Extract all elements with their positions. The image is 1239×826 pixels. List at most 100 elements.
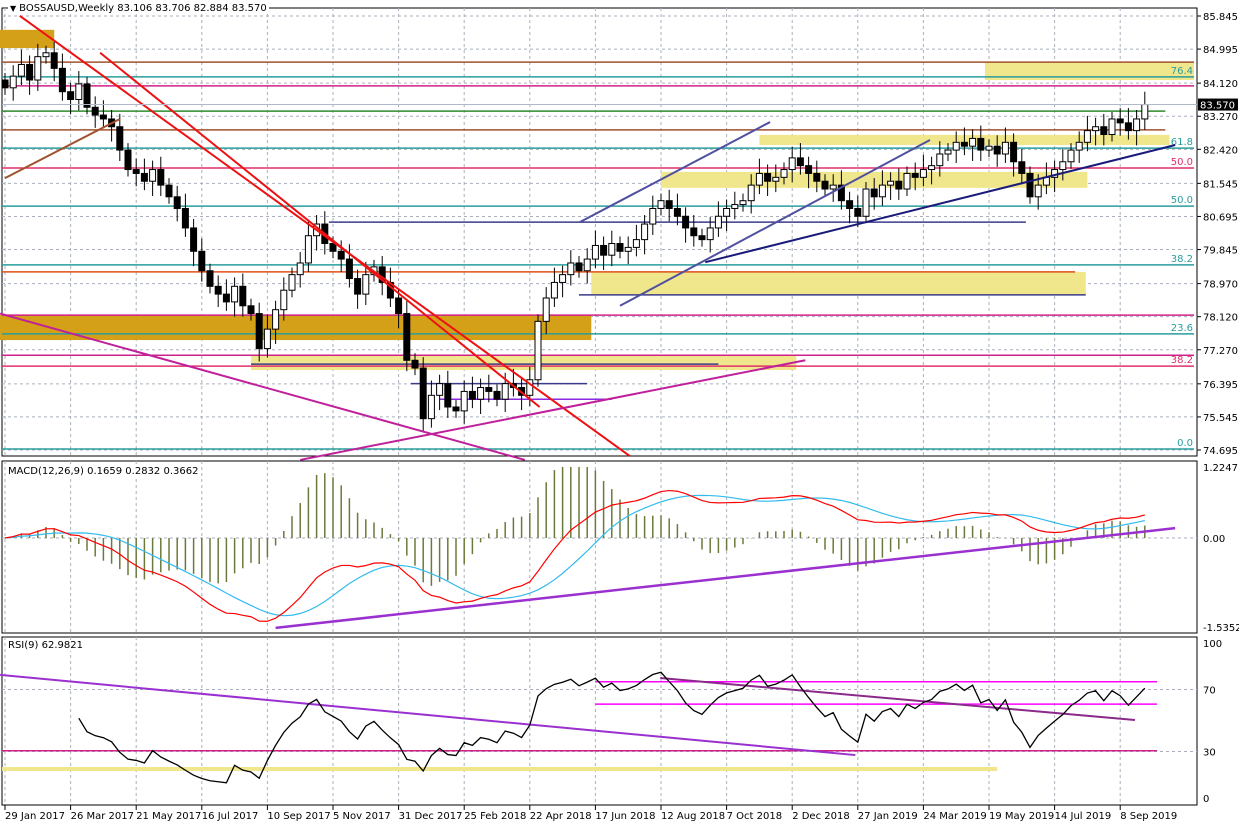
- fibo-level-label: 76.4: [1171, 66, 1193, 77]
- candle-body: [764, 172, 772, 182]
- candle-body: [452, 406, 460, 412]
- y-axis-tick-label: 78.970: [1203, 280, 1238, 291]
- candle-body: [83, 83, 91, 108]
- price-trendline: [99, 52, 541, 408]
- x-axis-tick-label: 31 Dec 2017: [399, 811, 463, 822]
- x-axis-tick-label: 7 Oct 2018: [727, 811, 782, 822]
- candle-body: [1, 79, 9, 89]
- candle-body: [641, 223, 649, 241]
- candle-body: [887, 180, 895, 186]
- candle-body: [419, 367, 427, 420]
- candle-body: [903, 172, 911, 190]
- candle-body: [67, 91, 75, 100]
- candle-body: [1133, 118, 1141, 132]
- candle-body: [632, 239, 640, 248]
- candle-body: [788, 157, 796, 171]
- dropdown-triangle-icon[interactable]: ▼: [10, 4, 17, 13]
- candle-body: [1067, 149, 1075, 163]
- macd-trendline: [275, 526, 1176, 630]
- fibo-level-label: 50.0: [1171, 157, 1193, 168]
- candle-body: [960, 141, 968, 147]
- y-axis-tick-label: 84.120: [1203, 79, 1238, 90]
- rsi-axis-label: 70: [1203, 686, 1216, 697]
- candle-body: [846, 200, 854, 209]
- price-zone: [984, 62, 1194, 81]
- x-axis-tick-label: 14 Jul 2019: [1055, 811, 1112, 822]
- y-axis-tick-label: 78.120: [1203, 313, 1238, 324]
- candle-body: [993, 145, 1001, 155]
- rsi-axis-label: 30: [1203, 748, 1216, 759]
- x-axis-tick-label: 2 Dec 2018: [792, 811, 850, 822]
- price-trendline: [4, 118, 121, 180]
- candle-body: [214, 285, 222, 295]
- candle-body: [698, 235, 706, 241]
- candle-body: [337, 250, 345, 260]
- candle-body: [280, 289, 288, 311]
- candle-body: [1083, 130, 1091, 143]
- candle-body: [706, 227, 714, 241]
- y-axis-tick-label: 75.545: [1203, 413, 1238, 424]
- candle-body: [526, 379, 534, 396]
- candle-body: [1092, 126, 1100, 132]
- candle-body: [124, 149, 132, 171]
- candle-body: [190, 227, 198, 252]
- x-axis-tick-label: 25 Feb 2018: [464, 811, 526, 822]
- fibo-level-label: 0.0: [1177, 438, 1193, 449]
- candle-body: [116, 126, 124, 151]
- candle-body: [608, 243, 616, 256]
- candle-body: [255, 313, 263, 350]
- candle-body: [755, 172, 763, 186]
- candle-body: [542, 297, 550, 322]
- candle-body: [1001, 141, 1009, 155]
- price-trendline: [579, 121, 771, 223]
- macd-label: MACD(12,26,9) 0.1659 0.2832 0.3662: [6, 466, 201, 477]
- candle-body: [616, 243, 624, 252]
- rsi-axis-label: 0: [1203, 794, 1209, 805]
- macd-axis-label: -1.5352: [1203, 623, 1239, 634]
- price-trendline: [705, 144, 1176, 264]
- y-axis-tick-label: 83.270: [1203, 112, 1238, 123]
- candle-body: [411, 359, 419, 369]
- candle-body: [1026, 172, 1034, 198]
- candle-body: [1108, 118, 1116, 136]
- candle-body: [837, 184, 845, 202]
- y-axis-tick-label: 76.395: [1203, 380, 1238, 391]
- y-axis-tick-label: 84.995: [1203, 45, 1238, 56]
- current-price-label: 83.570: [1200, 101, 1235, 112]
- candle-body: [895, 180, 903, 190]
- macd-axis-label: 0.00: [1203, 534, 1225, 545]
- candle-body: [739, 200, 747, 206]
- candle-body: [1141, 104, 1149, 120]
- candle-body: [288, 274, 296, 291]
- price-trendline: [19, 14, 631, 457]
- candle-body: [583, 258, 591, 272]
- macd-signal-line: [4, 494, 1145, 617]
- x-axis-tick-label: 21 May 2017: [136, 811, 201, 822]
- y-axis-tick-label: 82.420: [1203, 145, 1238, 156]
- candle-body: [354, 278, 362, 295]
- candle-body: [649, 207, 657, 225]
- candle-body: [477, 387, 485, 400]
- candle-body: [657, 200, 665, 209]
- candle-body: [870, 188, 878, 198]
- candle-body: [17, 63, 25, 77]
- fibo-level-label: 23.6: [1171, 323, 1193, 334]
- macd-main-line: [4, 489, 1145, 622]
- candle-body: [591, 244, 599, 260]
- candle-body: [198, 250, 206, 272]
- candle-body: [731, 204, 739, 209]
- candle-body: [862, 188, 870, 217]
- candle-body: [1018, 161, 1026, 174]
- x-axis-tick-label: 17 Jun 2018: [595, 811, 655, 822]
- candle-body: [854, 207, 862, 217]
- price-zone: [591, 271, 1086, 295]
- candle-body: [682, 215, 690, 229]
- candle-body: [468, 390, 476, 400]
- rsi-trendline: [660, 677, 1136, 722]
- rsi-line: [78, 671, 1146, 784]
- x-axis-tick-label: 19 May 2019: [989, 811, 1054, 822]
- candle-body: [157, 169, 165, 186]
- rsi-label: RSI(9) 62.9821: [6, 640, 85, 651]
- candle-body: [665, 200, 673, 209]
